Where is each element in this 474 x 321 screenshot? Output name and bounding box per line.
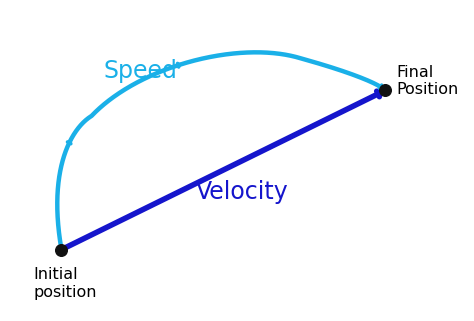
Text: Initial
position: Initial position [34, 267, 97, 299]
Text: Final
Position: Final Position [397, 65, 459, 97]
Text: Speed: Speed [103, 59, 177, 83]
Text: Velocity: Velocity [195, 180, 288, 204]
Point [58, 247, 65, 252]
Point [381, 88, 389, 93]
